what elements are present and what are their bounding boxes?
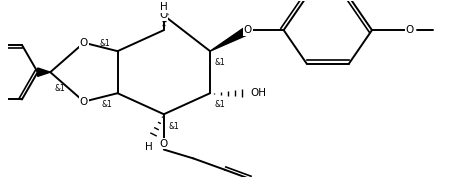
Text: &1: &1: [214, 100, 225, 109]
Text: O: O: [244, 25, 252, 35]
Text: &1: &1: [168, 122, 179, 130]
Text: O: O: [80, 38, 88, 48]
Polygon shape: [210, 27, 250, 51]
Text: &1: &1: [102, 100, 113, 109]
Text: &1: &1: [55, 84, 65, 93]
Text: O: O: [160, 139, 168, 149]
Text: OH: OH: [251, 88, 267, 98]
Polygon shape: [38, 68, 50, 76]
Text: H: H: [145, 142, 153, 151]
Text: &1: &1: [99, 39, 110, 48]
Text: O: O: [80, 97, 88, 107]
Text: O: O: [406, 25, 414, 35]
Text: O: O: [160, 10, 168, 20]
Text: &1: &1: [214, 58, 225, 67]
Text: H: H: [160, 2, 168, 12]
